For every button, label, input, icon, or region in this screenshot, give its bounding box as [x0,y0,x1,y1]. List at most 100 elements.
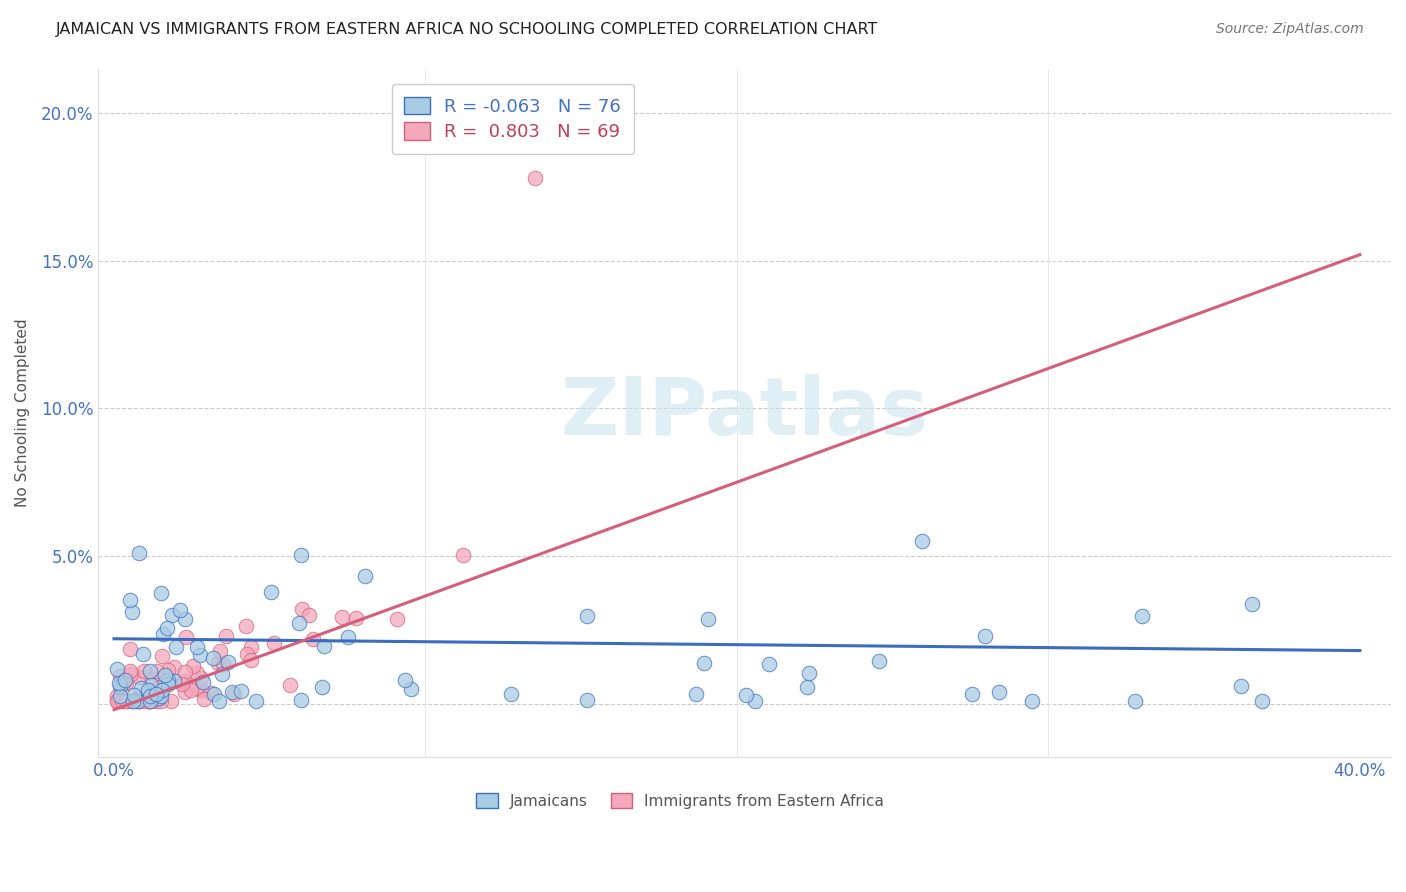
Point [217,655,239,669]
Point [120,666,142,681]
Point [193,692,215,706]
Point [108,669,131,683]
Point [298,607,321,622]
Point [139,690,162,704]
Point [758,657,780,672]
Point [190,671,212,685]
Point [129,692,152,706]
Point [110,694,132,708]
Point [697,612,720,626]
Point [394,673,416,687]
Point [344,610,367,624]
Point [156,676,179,690]
Point [136,682,159,697]
Point [148,691,170,706]
Point [149,586,172,600]
Point [163,660,186,674]
Point [150,649,173,664]
Point [120,664,142,678]
Point [186,666,208,681]
Point [157,673,180,688]
Point [987,685,1010,699]
Legend: Jamaicans, Immigrants from Eastern Africa: Jamaicans, Immigrants from Eastern Afric… [470,787,890,814]
Point [576,609,599,624]
Point [302,632,325,646]
Point [128,545,150,559]
Point [124,688,146,702]
Point [173,665,195,679]
Point [1130,609,1153,624]
Point [173,674,195,689]
Point [105,689,128,703]
Point [202,687,225,701]
Point [141,672,163,686]
Point [105,694,128,708]
Point [110,680,132,694]
Point [114,673,136,688]
Point [163,674,186,689]
Point [111,674,134,689]
Point [118,593,141,607]
Point [186,640,208,654]
Point [290,548,312,562]
Point [451,548,474,562]
Point [145,687,167,701]
Point [169,603,191,617]
Point [128,694,150,708]
Point [868,654,890,668]
Point [336,630,359,644]
Point [974,629,997,643]
Point [108,676,131,690]
Point [239,653,262,667]
Point [149,680,172,694]
Point [139,694,162,708]
Point [121,605,143,619]
Point [124,693,146,707]
Point [129,681,152,696]
Point [170,677,193,691]
Point [245,694,267,708]
Point [121,694,143,708]
Point [174,630,197,644]
Point [115,694,138,708]
Point [207,656,229,670]
Point [211,667,233,681]
Point [115,676,138,690]
Point [139,694,162,708]
Point [141,678,163,692]
Point [911,534,934,549]
Point [229,684,252,698]
Point [191,674,214,689]
Point [124,691,146,706]
Point [136,694,159,708]
Point [127,693,149,707]
Point [221,685,243,699]
Point [211,657,233,671]
Point [188,648,211,662]
Point [160,694,183,708]
Point [160,607,183,622]
Point [131,694,153,708]
Point [180,682,202,697]
Point [734,688,756,702]
Point [693,657,716,671]
Point [235,618,257,632]
Point [138,694,160,708]
Point [132,647,155,661]
Point [146,665,169,679]
Point [111,676,134,690]
Point [138,664,160,678]
Point [149,694,172,708]
Point [311,680,333,694]
Point [150,690,173,704]
Point [209,644,232,658]
Point [287,615,309,630]
Point [214,629,236,643]
Point [184,681,207,695]
Text: ZIPatlas: ZIPatlas [561,374,929,451]
Point [744,694,766,708]
Point [385,612,408,626]
Point [105,694,128,708]
Point [152,627,174,641]
Point [155,621,177,635]
